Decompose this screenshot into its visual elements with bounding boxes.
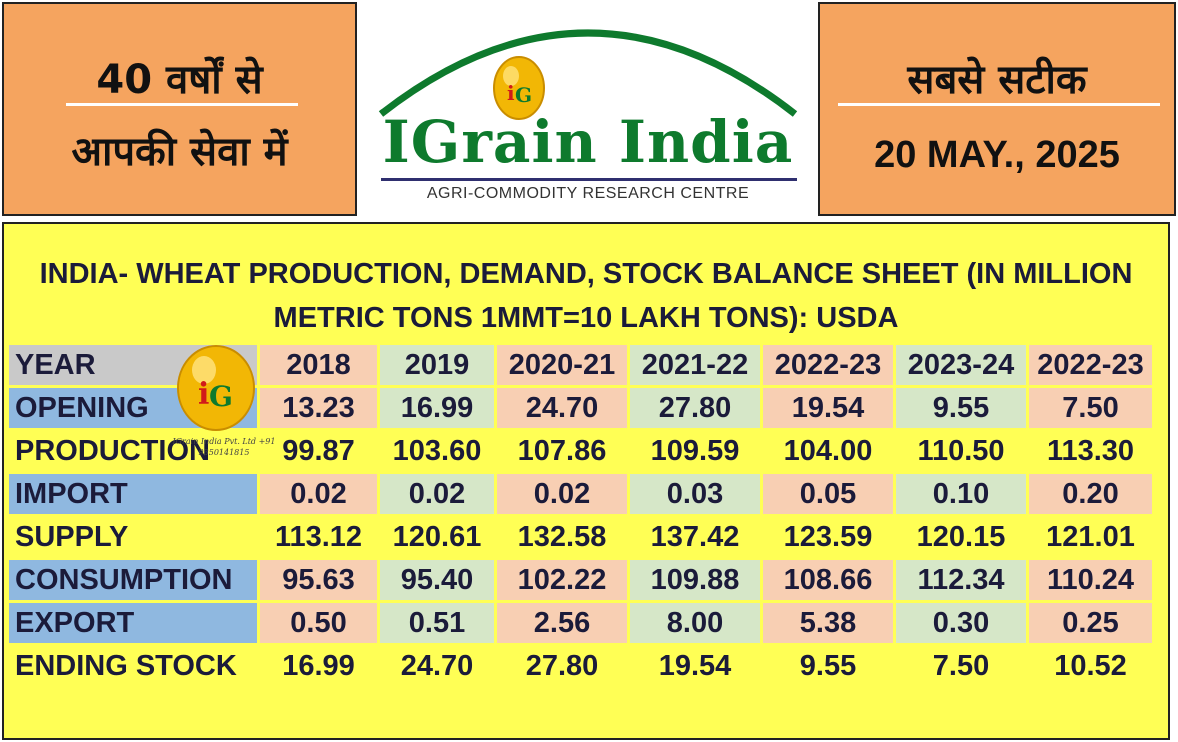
- table-title: INDIA- WHEAT PRODUCTION, DEMAND, STOCK B…: [4, 252, 1168, 340]
- year-header-cell: 2022-23: [760, 342, 896, 388]
- report-date: 20 MAY., 2025: [874, 134, 1120, 176]
- year-header-cell: 2021-22: [627, 342, 763, 388]
- row-label: ENDING STOCK: [6, 643, 260, 689]
- value-cell: 0.25: [1026, 600, 1155, 646]
- value-cell: 0.05: [760, 471, 896, 517]
- value-cell: 108.66: [760, 557, 896, 603]
- value-cell: 24.70: [377, 643, 497, 689]
- tagline-line-1: 40 वर्षों से: [96, 57, 263, 103]
- logo-tagline: AGRI-COMMODITY RESEARCH CENTRE: [426, 185, 750, 202]
- tagline-box-left: 40 वर्षों से आपकी सेवा में: [2, 2, 357, 216]
- value-cell: 0.51: [377, 600, 497, 646]
- value-cell: 0.30: [893, 600, 1029, 646]
- svg-text:i: i: [507, 81, 515, 105]
- value-cell: 113.30: [1026, 428, 1155, 474]
- value-cell: 27.80: [627, 385, 763, 431]
- value-cell: 120.15: [893, 514, 1029, 560]
- value-cell: 0.20: [1026, 471, 1155, 517]
- value-cell: 110.50: [893, 428, 1029, 474]
- ig-watermark-icon: i G: [177, 345, 255, 431]
- logo-underline: [381, 178, 797, 181]
- row-label: EXPORT: [6, 600, 260, 646]
- row-label: PRODUCTION: [6, 428, 260, 474]
- value-cell: 9.55: [760, 643, 896, 689]
- value-cell: 16.99: [257, 643, 380, 689]
- table-title-line-2: METRIC TONS 1MMT=10 LAKH TONS): USDA: [273, 302, 899, 334]
- divider-rule: [66, 103, 298, 106]
- value-cell: 110.24: [1026, 557, 1155, 603]
- grain-drop-icon: i G: [493, 56, 545, 120]
- value-cell: 7.50: [893, 643, 1029, 689]
- value-cell: 19.54: [627, 643, 763, 689]
- svg-text:i: i: [198, 377, 209, 412]
- year-header-cell: 2023-24: [893, 342, 1029, 388]
- row-label: SUPPLY: [6, 514, 260, 560]
- header-banner: 40 वर्षों से आपकी सेवा में i G IGrain In…: [0, 0, 1178, 219]
- value-cell: 13.23: [257, 385, 380, 431]
- svg-text:G: G: [209, 380, 233, 413]
- table-row: IMPORT 0.02 0.02 0.02 0.03 0.05 0.10 0.20: [6, 471, 1155, 517]
- value-cell: 103.60: [377, 428, 497, 474]
- value-cell: 0.02: [377, 471, 497, 517]
- value-cell: 16.99: [377, 385, 497, 431]
- value-cell: 0.02: [494, 471, 630, 517]
- divider-rule: [838, 103, 1160, 106]
- tagline-box-right: सबसे सटीक 20 MAY., 2025: [818, 2, 1176, 216]
- value-cell: 7.50: [1026, 385, 1155, 431]
- value-cell: 0.02: [257, 471, 380, 517]
- value-cell: 24.70: [494, 385, 630, 431]
- year-header-cell: 2018: [257, 342, 380, 388]
- year-header-cell: 2022-23: [1026, 342, 1155, 388]
- value-cell: 137.42: [627, 514, 763, 560]
- table-row: OPENING 13.23 16.99 24.70 27.80 19.54 9.55 7.50: [6, 385, 1155, 431]
- value-cell: 120.61: [377, 514, 497, 560]
- logo-arc-icon: i G: [378, 29, 798, 120]
- year-header-cell: 2020-21: [494, 342, 630, 388]
- table-row: EXPORT 0.50 0.51 2.56 8.00 5.38 0.30 0.25: [6, 600, 1155, 646]
- value-cell: 0.50: [257, 600, 380, 646]
- svg-text:G: G: [515, 83, 532, 107]
- value-cell: 121.01: [1026, 514, 1155, 560]
- table-row: PRODUCTION 99.87 103.60 107.86 109.59 104.00 1…: [6, 428, 1155, 474]
- value-cell: 123.59: [760, 514, 896, 560]
- value-cell: 19.54: [760, 385, 896, 431]
- tagline-line-2: आपकी सेवा में: [71, 129, 288, 175]
- value-cell: 109.59: [627, 428, 763, 474]
- value-cell: 2.56: [494, 600, 630, 646]
- logo-panel: i G IGrain India AGRI-COMMODITY RESEARCH…: [359, 2, 817, 216]
- logo-wordmark: IGrain India: [382, 108, 794, 176]
- value-cell: 9.55: [893, 385, 1029, 431]
- value-cell: 132.58: [494, 514, 630, 560]
- value-cell: 95.40: [377, 557, 497, 603]
- value-cell: 99.87: [257, 428, 380, 474]
- value-cell: 95.63: [257, 557, 380, 603]
- table-row: CONSUMPTION 95.63 95.40 102.22 109.88 108.66 1…: [6, 557, 1155, 603]
- value-cell: 109.88: [627, 557, 763, 603]
- value-cell: 0.03: [627, 471, 763, 517]
- watermark-caption: IGrain India Pvt. Ltd +91 9350141815: [172, 437, 276, 457]
- value-cell: 0.10: [893, 471, 1029, 517]
- value-cell: 113.12: [257, 514, 380, 560]
- value-cell: 104.00: [760, 428, 896, 474]
- value-cell: 107.86: [494, 428, 630, 474]
- value-cell: 27.80: [494, 643, 630, 689]
- value-cell: 5.38: [760, 600, 896, 646]
- value-cell: 112.34: [893, 557, 1029, 603]
- accuracy-tagline: सबसे सटीक: [907, 57, 1087, 103]
- balance-sheet-table: YEAR 2018 2019 2020-21 2021-22 2022-23 2023-24…: [6, 342, 1155, 689]
- table-row: ENDING STOCK 16.99 24.70 27.80 19.54 9.55 7.50…: [6, 643, 1155, 689]
- value-cell: 102.22: [494, 557, 630, 603]
- balance-sheet-panel: INDIA- WHEAT PRODUCTION, DEMAND, STOCK B…: [2, 222, 1170, 740]
- row-label: IMPORT: [6, 471, 260, 517]
- year-header-cell: 2019: [377, 342, 497, 388]
- value-cell: 10.52: [1026, 643, 1155, 689]
- value-cell: 8.00: [627, 600, 763, 646]
- row-label: CONSUMPTION: [6, 557, 260, 603]
- table-row: SUPPLY 113.12 120.61 132.58 137.42 123.59 120.…: [6, 514, 1155, 560]
- table-title-line-1: INDIA- WHEAT PRODUCTION, DEMAND, STOCK B…: [39, 258, 1133, 290]
